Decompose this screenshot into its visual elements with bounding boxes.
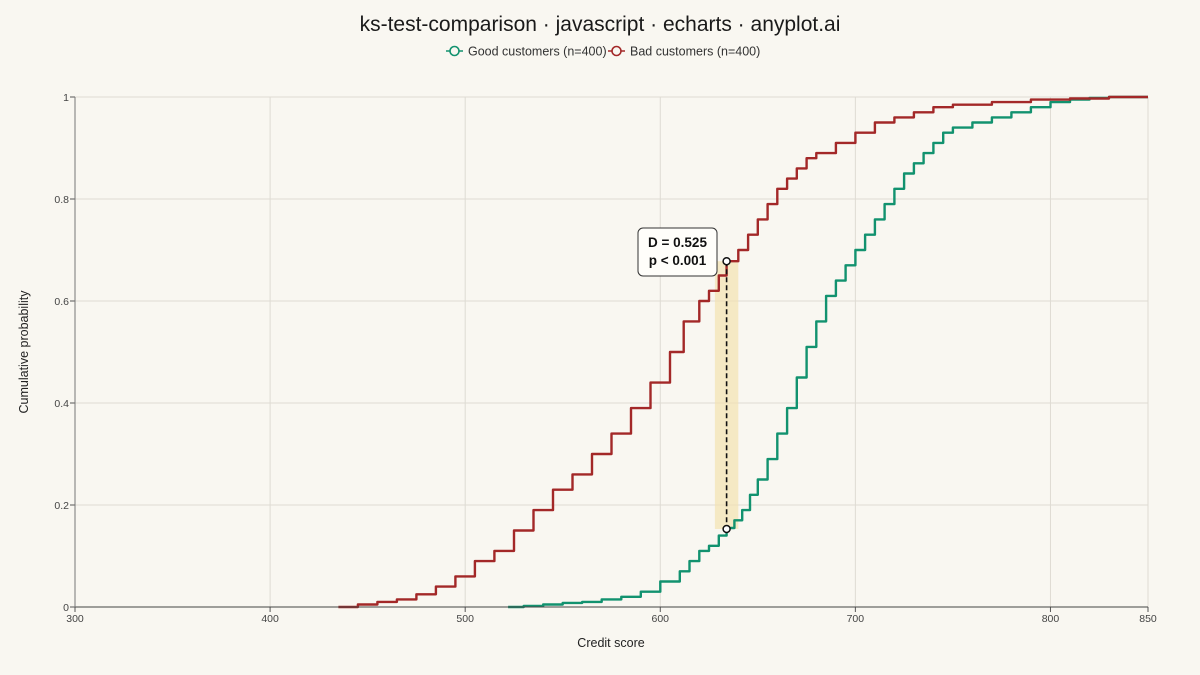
x-tick-label: 400	[261, 613, 279, 625]
x-tick-label: 600	[652, 613, 670, 625]
annotation-p-label: p < 0.001	[649, 253, 707, 268]
legend-good-marker	[449, 45, 460, 57]
annotation-box	[637, 227, 718, 277]
y-tick-label: 0	[63, 602, 69, 614]
x-tick-label: 800	[1042, 613, 1060, 625]
x-tick-label: 850	[1139, 613, 1157, 625]
chart-title: ks-test-comparison · javascript · echart…	[360, 13, 841, 36]
good-customers-ecdf-line	[508, 95, 1148, 609]
x-tick-label: 300	[66, 613, 84, 625]
series-layer	[338, 95, 1148, 609]
y-tick-label: 0.4	[54, 398, 69, 410]
annotation-layer: D = 0.525 p < 0.001	[637, 227, 731, 534]
x-tick-label: 700	[847, 613, 865, 625]
legend-bad-label: Bad customers (n=400)	[630, 45, 760, 59]
legend: Good customers (n=400) Bad customers (n=…	[446, 45, 760, 59]
y-tick-label: 1	[63, 92, 69, 104]
y-tick-label: 0.6	[54, 296, 69, 308]
legend-bad-marker	[611, 45, 622, 57]
gridlines	[75, 96, 1149, 607]
y-tick-label: 0.8	[54, 194, 69, 206]
y-axis-title: Cumulative probability	[17, 290, 31, 414]
y-tick-label: 0.2	[54, 500, 69, 512]
annotation-d-label: D = 0.525	[648, 235, 707, 250]
axes	[70, 96, 1149, 612]
ks-lower-point	[722, 524, 731, 534]
legend-item-bad[interactable]: Bad customers (n=400)	[608, 45, 760, 59]
bad-customers-ecdf-line	[338, 95, 1148, 609]
legend-item-good[interactable]: Good customers (n=400)	[446, 45, 607, 59]
annotation-band-layer	[714, 261, 739, 529]
ks-upper-point	[722, 256, 731, 266]
x-axis-title: Credit score	[577, 636, 644, 650]
legend-good-label: Good customers (n=400)	[468, 45, 607, 59]
tick-labels: 300 400 500 600 700 800 850 0 0.2 0.4 0.6 0.8 1	[54, 92, 1157, 625]
ks-difference-band	[714, 261, 739, 529]
x-tick-label: 500	[456, 613, 474, 625]
